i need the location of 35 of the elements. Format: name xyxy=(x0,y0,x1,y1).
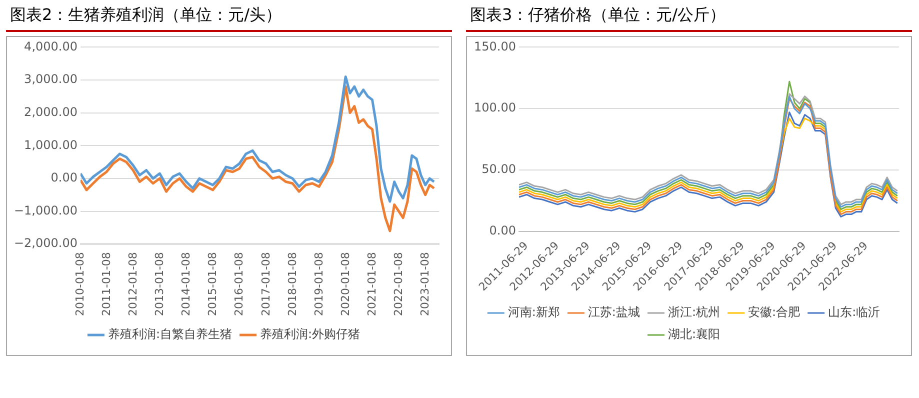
x-tick-label: 2020-01-08 xyxy=(338,252,352,316)
x-tick-label: 2023-01-08 xyxy=(418,252,432,316)
y-tick-label: 0.00 xyxy=(489,224,516,238)
chart-title: 图表3：仔猪价格（单位：元/公斤） xyxy=(466,0,912,32)
legend-label: 河南:新郑 xyxy=(508,305,560,320)
legend-label: 养殖利润:自繁自养生猪 xyxy=(108,327,232,342)
y-tick-label: −1,000.00 xyxy=(14,203,78,218)
legend-label: 山东:临沂 xyxy=(828,305,880,320)
legend-label: 浙江:杭州 xyxy=(668,305,720,320)
x-tick-label: 2018-01-08 xyxy=(286,252,299,316)
x-tick-label: 2013-01-08 xyxy=(153,252,166,316)
legend-label: 湖北:襄阳 xyxy=(668,327,720,342)
chart-title: 图表2：生猪养殖利润（单位：元/头） xyxy=(6,0,452,32)
x-tick-label: 2012-01-08 xyxy=(126,252,140,316)
x-tick-label: 2011-01-08 xyxy=(100,252,113,316)
y-tick-label: 2,000.00 xyxy=(24,104,78,119)
y-tick-label: 0.00 xyxy=(50,170,78,185)
y-tick-label: 150.00 xyxy=(474,39,516,54)
x-tick-label: 2017-01-08 xyxy=(259,252,272,316)
x-tick-label: 2022-01-08 xyxy=(392,252,406,316)
x-tick-label: 2014-01-08 xyxy=(180,252,193,316)
x-tick-label: 2015-01-08 xyxy=(206,252,220,316)
y-tick-label: −2,000.00 xyxy=(14,236,78,250)
legend-label: 江苏:盐城 xyxy=(588,305,640,320)
y-tick-label: 50.00 xyxy=(482,162,516,176)
y-tick-label: 1,000.00 xyxy=(24,138,78,152)
y-tick-label: 100.00 xyxy=(474,100,516,115)
x-tick-label: 2010-01-08 xyxy=(73,252,86,316)
legend-label: 安徽:合肥 xyxy=(748,305,800,320)
x-tick-label: 2016-01-08 xyxy=(232,252,246,316)
y-tick-label: 3,000.00 xyxy=(24,72,78,86)
y-tick-label: 4,000.00 xyxy=(24,39,78,54)
x-tick-label: 2019-01-08 xyxy=(312,252,326,316)
x-tick-label: 2021-01-08 xyxy=(366,252,379,316)
legend-label: 养殖利润:外购仔猪 xyxy=(260,327,360,342)
